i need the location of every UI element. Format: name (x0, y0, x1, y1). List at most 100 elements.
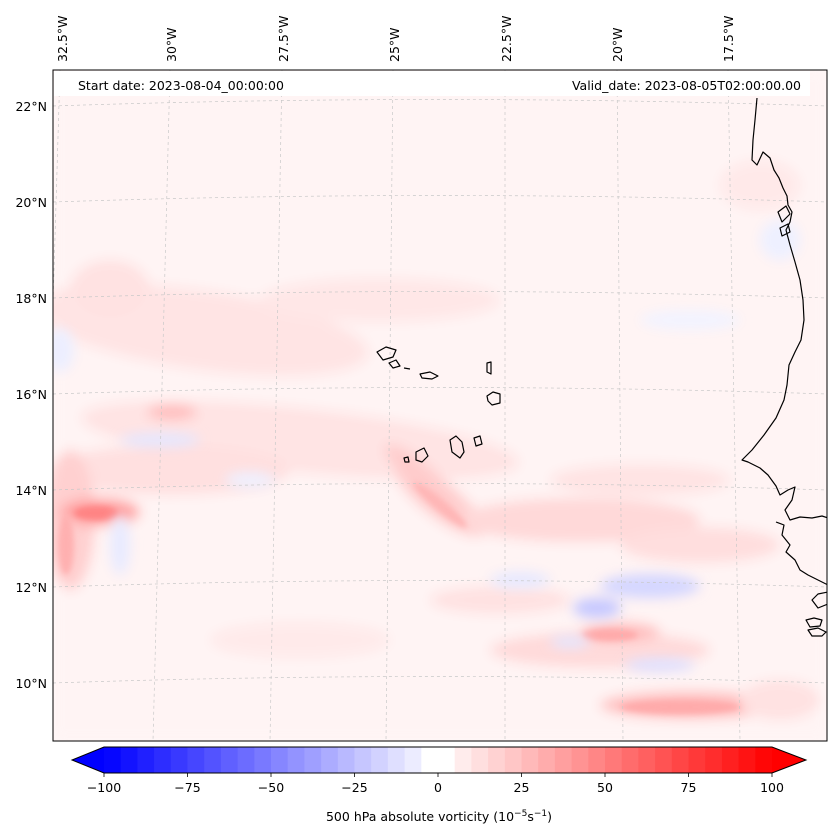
header-background (54, 71, 810, 96)
colorbar-swatch (588, 747, 606, 773)
colorbar-swatch (137, 747, 155, 773)
colorbar-label: 500 hPa absolute vorticity (10−5s−1) (326, 809, 552, 824)
valid-date-label: Valid_date: 2023-08-05T02:00:00.00 (572, 78, 801, 93)
lat-label-16n: 16°N (15, 387, 47, 402)
colorbar-swatch (605, 747, 623, 773)
sal-island (486, 361, 492, 375)
lat-label-10n: 10°N (15, 676, 47, 691)
map-frame (52, 69, 828, 742)
lon-label-17-5w: 17.5°W (721, 16, 736, 62)
colorbar-swatch (688, 747, 706, 773)
colorbar-swatch (705, 747, 723, 773)
colorbar-swatch (371, 747, 389, 773)
graticule (53, 70, 827, 741)
parallel-20n (53, 195, 827, 203)
colorbar-swatch (504, 747, 523, 773)
colorbar-tick-label: 100 (760, 780, 784, 795)
colorbar-swatch (387, 747, 406, 773)
brava-island (403, 456, 410, 463)
colorbar-swatch (638, 747, 656, 773)
colorbar-tick-label: 50 (597, 780, 613, 795)
colorbar-extend-max (772, 747, 806, 773)
colorbar-swatch (321, 747, 339, 773)
meridian-25w (385, 70, 394, 741)
sao-nicolau-island (419, 371, 439, 380)
guinea-bissau-coast (775, 521, 827, 586)
colorbar-swatch (170, 747, 189, 773)
santiago-island (449, 435, 465, 459)
sao-vicente-island (388, 359, 401, 369)
colorbar-swatch (304, 747, 322, 773)
colorbar-swatch (204, 747, 222, 773)
coastlines (376, 97, 827, 637)
colorbar-swatch (655, 747, 673, 773)
parallel-12n (53, 580, 827, 588)
meridian-30w (152, 70, 171, 741)
bijagos-island-1 (805, 617, 823, 628)
parallel-16n (53, 387, 827, 395)
guinea-coast (811, 591, 827, 609)
colorbar-swatch (237, 747, 255, 773)
colorbar-tick-label: 75 (681, 780, 697, 795)
lon-label-20w: 20°W (610, 27, 625, 62)
lat-label-20n: 20°N (15, 195, 47, 210)
colorbar-swatch (571, 747, 589, 773)
colorbar-swatch (521, 747, 539, 773)
latitude-labels: 22°N 20°N 18°N 16°N 14°N 12°N 10°N (15, 99, 47, 691)
africa-coastline (741, 97, 827, 521)
colorbar-swatch (404, 747, 422, 773)
lon-label-25w: 25°W (387, 27, 402, 62)
lat-label-12n: 12°N (15, 580, 47, 595)
lon-label-30w: 30°W (164, 27, 179, 62)
colorbar-tick-label: −100 (87, 780, 121, 795)
parallel-10n (53, 676, 827, 684)
colorbar-swatch (220, 747, 239, 773)
colorbar-extend-min (72, 747, 104, 773)
colorbar-swatch (738, 747, 756, 773)
lat-label-22n: 22°N (15, 99, 47, 114)
colorbar-swatch (554, 747, 573, 773)
lon-label-22-5w: 22.5°W (499, 16, 514, 62)
colorbar-swatch (454, 747, 472, 773)
colorbar-swatch (538, 747, 556, 773)
colorbar-swatch (421, 747, 439, 773)
colorbar-tick-label: −25 (341, 780, 367, 795)
colorbar-swatch (671, 747, 690, 773)
fogo-island (415, 447, 429, 463)
boa-vista-island (486, 391, 501, 406)
colorbar-swatch (120, 747, 138, 773)
start-date-label: Start date: 2023-08-04_00:00:00 (78, 78, 284, 93)
colorbar-swatch (154, 747, 172, 773)
colorbar: −100 −75 −50 −25 0 25 50 75 100 500 hPa absolute… (70, 746, 808, 824)
parallel-18n (53, 291, 827, 299)
colorbar-swatch (755, 747, 773, 773)
colorbar-tick-label: −50 (258, 780, 284, 795)
bijagos-island-2 (807, 627, 827, 637)
colorbar-swatch (471, 747, 489, 773)
meridian-20w (616, 70, 624, 741)
colorbar-swatch (721, 747, 740, 773)
maio-island (473, 435, 483, 447)
colorbar-swatch (254, 747, 272, 773)
colorbar-tick-label: 25 (514, 780, 530, 795)
santa-luzia-island (403, 367, 411, 370)
lat-label-18n: 18°N (15, 291, 47, 306)
parallel-22n (53, 99, 827, 107)
coast-island-1 (777, 205, 791, 223)
colorbar-swatch (337, 747, 356, 773)
colorbar-swatch (271, 747, 289, 773)
colorbar-tick-label: 0 (434, 780, 442, 795)
meridian-17-5w (727, 70, 741, 741)
colorbar-swatch (438, 747, 456, 773)
coast-island-2 (779, 223, 791, 237)
colorbar-swatch (104, 747, 122, 773)
lon-label-32-5w: 32.5°W (55, 16, 70, 62)
colorbar-swatches (72, 747, 806, 773)
colorbar-swatch (488, 747, 506, 773)
colorbar-tick-label: −75 (174, 780, 200, 795)
lat-label-14n: 14°N (15, 483, 47, 498)
colorbar-swatch (187, 747, 205, 773)
longitude-labels: 32.5°W 30°W 27.5°W 25°W 22.5°W 20°W 17.5… (55, 16, 736, 62)
lon-label-27-5w: 27.5°W (276, 16, 291, 62)
